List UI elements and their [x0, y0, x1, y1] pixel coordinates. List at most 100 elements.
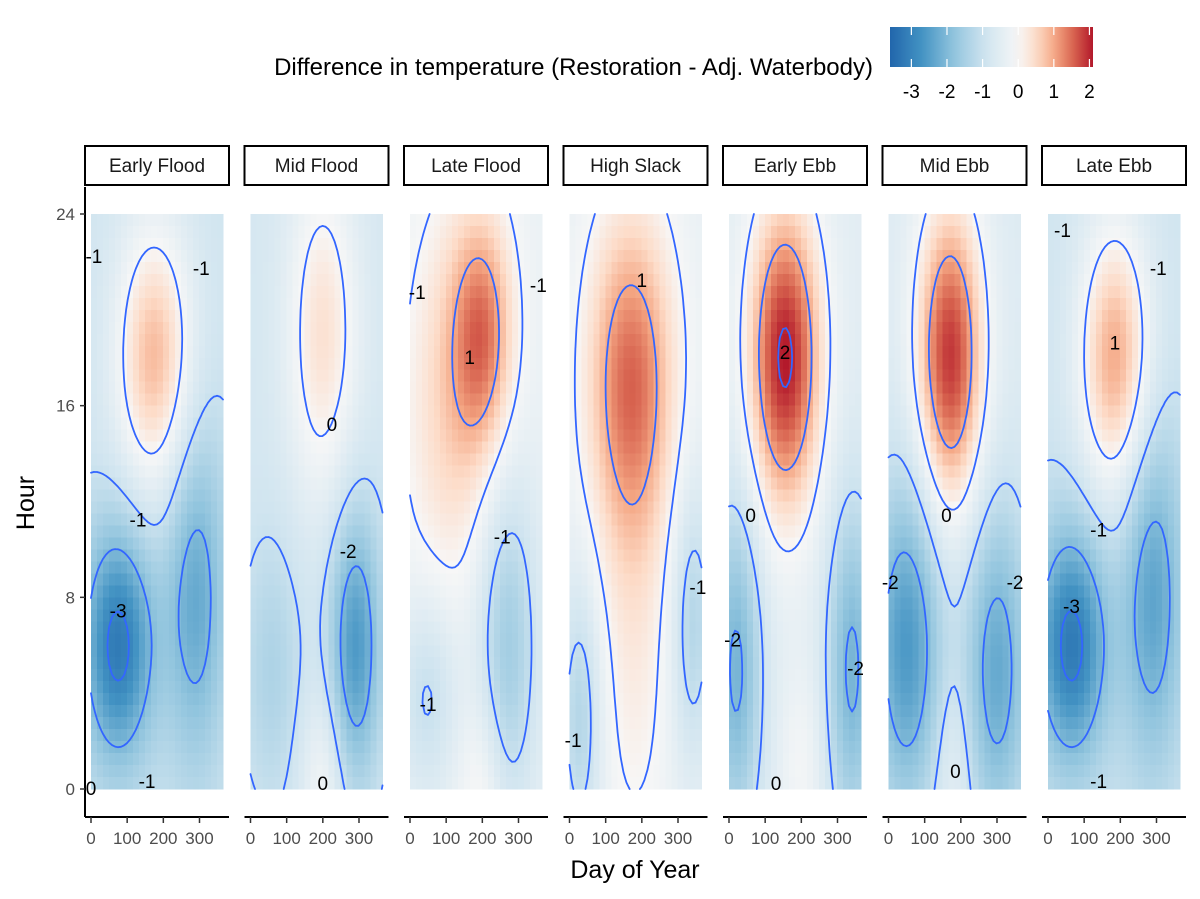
heatmap-cell: [262, 357, 270, 371]
heatmap-cell: [217, 657, 224, 670]
heatmap-cell: [635, 489, 643, 503]
heatmap-cell: [370, 669, 378, 682]
heatmap-cell: [410, 525, 417, 539]
heatmap-cell: [629, 681, 637, 694]
contour-line: [249, 477, 384, 790]
heatmap-cell: [416, 729, 423, 742]
heatmap-cell: [458, 309, 465, 323]
heatmap-cell: [689, 249, 697, 263]
heatmap-cell: [364, 261, 372, 275]
heatmap-cell: [328, 513, 336, 527]
heatmap-cell: [599, 633, 607, 646]
heatmap-cell: [747, 525, 754, 539]
heatmap-cell: [849, 261, 856, 275]
heatmap-cell: [641, 214, 649, 227]
heatmap-cell: [801, 261, 808, 275]
heatmap-cell: [145, 273, 152, 287]
heatmap-cell: [569, 357, 577, 371]
heatmap-cell: [97, 501, 104, 515]
heatmap-cell: [145, 705, 152, 718]
heatmap-cell: [181, 381, 188, 395]
heatmap-cell: [825, 417, 832, 431]
heatmap-cell: [346, 501, 354, 515]
heatmap-cell: [581, 501, 589, 515]
heatmap-cell: [157, 297, 164, 311]
heatmap-cell: [193, 657, 200, 670]
heatmap-cell: [789, 477, 796, 491]
heatmap-cell: [364, 357, 372, 371]
heatmap-cell: [280, 705, 288, 718]
heatmap-cell: [771, 369, 778, 383]
heatmap-cell: [530, 765, 537, 778]
heatmap-cell: [641, 513, 649, 527]
heatmap-cell: [103, 297, 110, 311]
heatmap-cell: [476, 633, 483, 646]
heatmap-cell: [352, 321, 360, 335]
heatmap-cell: [777, 513, 784, 527]
heatmap-cell: [458, 405, 465, 419]
heatmap-cell: [506, 369, 513, 383]
heatmap-cell: [617, 273, 625, 287]
heatmap-cell: [801, 309, 808, 323]
heatmap-cell: [274, 285, 282, 299]
heatmap-cell: [783, 465, 790, 479]
heatmap-cell: [376, 285, 384, 299]
heatmap-cell: [364, 609, 372, 622]
heatmap-cell: [115, 297, 122, 311]
heatmap-cell: [163, 609, 170, 622]
heatmap-cell: [163, 693, 170, 706]
heatmap-cell: [629, 225, 637, 239]
heatmap-cell: [482, 345, 489, 359]
heatmap-cell: [641, 261, 649, 275]
heatmap-cell: [783, 249, 790, 263]
heatmap-cell: [801, 465, 808, 479]
heatmap-cell: [536, 573, 543, 586]
heatmap-cell: [211, 214, 218, 227]
heatmap-cell: [346, 417, 354, 431]
heatmap-cell: [151, 405, 158, 419]
heatmap-cell: [181, 405, 188, 419]
heatmap-cell: [410, 657, 417, 670]
heatmap-cell: [635, 537, 643, 551]
heatmap-cell: [145, 381, 152, 395]
heatmap-cell: [163, 297, 170, 311]
heatmap-cell: [416, 477, 423, 491]
heatmap-cell: [352, 333, 360, 347]
heatmap-cell: [440, 753, 447, 766]
heatmap-cell: [623, 357, 631, 371]
heatmap-cell: [530, 657, 537, 670]
heatmap-cell: [256, 765, 264, 778]
heatmap-cell: [452, 441, 459, 455]
heatmap-cell: [256, 729, 264, 742]
heatmap-cell: [518, 369, 525, 383]
heatmap-cell: [109, 477, 116, 491]
heatmap-cell: [837, 381, 844, 395]
heatmap-cell: [163, 214, 170, 227]
heatmap-cell: [262, 297, 270, 311]
heatmap-cell: [280, 753, 288, 766]
heatmap-cell: [837, 477, 844, 491]
heatmap-cell: [530, 705, 537, 718]
contour-label: -1: [193, 259, 210, 280]
heatmap-cell: [193, 633, 200, 646]
heatmap-cell: [274, 705, 282, 718]
heatmap-cell: [735, 249, 742, 263]
heatmap-cell: [250, 717, 258, 730]
heatmap-cell: [115, 261, 122, 275]
heatmap-cell: [470, 693, 477, 706]
heatmap-cell: [500, 585, 507, 598]
heatmap-cell: [434, 333, 441, 347]
heatmap-cell: [121, 585, 128, 598]
heatmap-cell: [689, 261, 697, 275]
heatmap-cell: [575, 477, 583, 491]
heatmap-cell: [695, 765, 703, 778]
heatmap-cell: [795, 393, 802, 407]
heatmap-cell: [482, 597, 489, 610]
heatmap-cell: [280, 273, 288, 287]
facet-strip: [722, 145, 868, 186]
heatmap-cell: [629, 537, 637, 551]
heatmap-cell: [789, 429, 796, 443]
heatmap-cell: [789, 441, 796, 455]
heatmap-cell: [569, 609, 577, 622]
heatmap-cell: [506, 693, 513, 706]
